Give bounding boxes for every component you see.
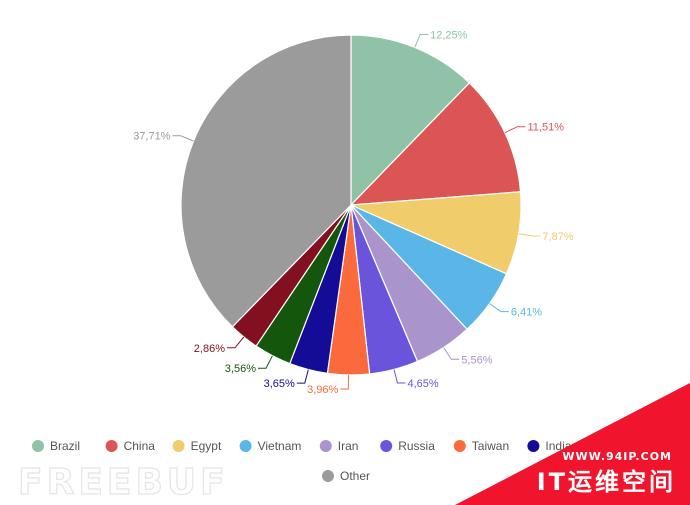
legend-label-taiwan: Taiwan (472, 439, 509, 453)
legend-swatch-india (527, 440, 540, 452)
data-label-china: 11,51% (528, 122, 565, 134)
label-leader-iran (443, 347, 460, 360)
data-label-vietnam: 6,41% (511, 307, 542, 319)
data-label-india: 3,65% (264, 378, 295, 390)
pie-slice-brazil (350, 34, 471, 207)
freebuf-watermark: FREEBUF (18, 462, 229, 503)
label-leader-united-states (258, 355, 273, 369)
data-label-slice-10: 2,86% (194, 343, 225, 355)
label-leader-slice-10 (227, 336, 245, 349)
label-leader-india (296, 369, 309, 384)
label-leader-brazil (414, 34, 429, 48)
slice-labels: 12,25% 11,51% 7,87% 6,41% 5,56% 4,65% 3,96% 3,6… (133, 30, 574, 397)
legend-item-other: Other (322, 469, 370, 483)
data-label-united-states: 3,56% (225, 363, 256, 375)
banner-shape (455, 383, 690, 505)
corner-banner (455, 383, 690, 505)
legend-item-egypt: Egypt (172, 439, 222, 453)
banner-title: IT运维空间 (536, 468, 676, 496)
legend-swatch-egypt (172, 440, 185, 452)
data-label-egypt: 7,87% (542, 231, 573, 243)
legend-swatch-iran (319, 440, 332, 452)
data-label-brazil: 12,25% (430, 30, 468, 42)
legend-item-iran: Iran (319, 439, 359, 453)
legend-label-other: Other (340, 469, 370, 483)
data-label-russia: 4,65% (408, 378, 439, 390)
label-leader-russia (393, 369, 406, 384)
label-leader-egypt (518, 233, 541, 237)
data-label-taiwan: 3,96% (307, 384, 338, 396)
pie-slice-other (180, 34, 352, 328)
legend-swatch-vietnam (239, 440, 252, 452)
pie-slices (180, 34, 522, 376)
legend-item-vietnam: Vietnam (239, 439, 302, 453)
label-leader-other (172, 135, 194, 142)
legend-item-russia: Russia (380, 439, 435, 453)
data-label-iran: 5,56% (461, 354, 492, 366)
legend-item-taiwan: Taiwan (453, 439, 509, 453)
legend-label-russia: Russia (398, 439, 435, 453)
label-leader-taiwan (340, 374, 349, 390)
legend-label-iran: Iran (338, 439, 359, 453)
legend-swatch-brazil (32, 440, 44, 452)
label-leader-vietnam (489, 303, 509, 313)
legend-swatch-china (105, 440, 118, 452)
legend-swatch-taiwan (453, 440, 466, 452)
legend-label-brazil: Brazil (50, 439, 80, 453)
legend-swatch-russia (380, 440, 393, 452)
pie-slice-china (349, 82, 522, 206)
legend-swatch-other (322, 470, 334, 482)
legend-label-egypt: Egypt (191, 439, 222, 453)
banner-url: WWW.94IP.COM (562, 450, 672, 463)
legend-item-china: China (105, 439, 156, 453)
data-label-other: 37,71% (133, 131, 171, 143)
legend-label-vietnam: Vietnam (258, 439, 302, 453)
label-leader-china (504, 126, 526, 134)
legend-label-china: China (124, 439, 156, 453)
legend-item-brazil: Brazil (32, 439, 80, 453)
